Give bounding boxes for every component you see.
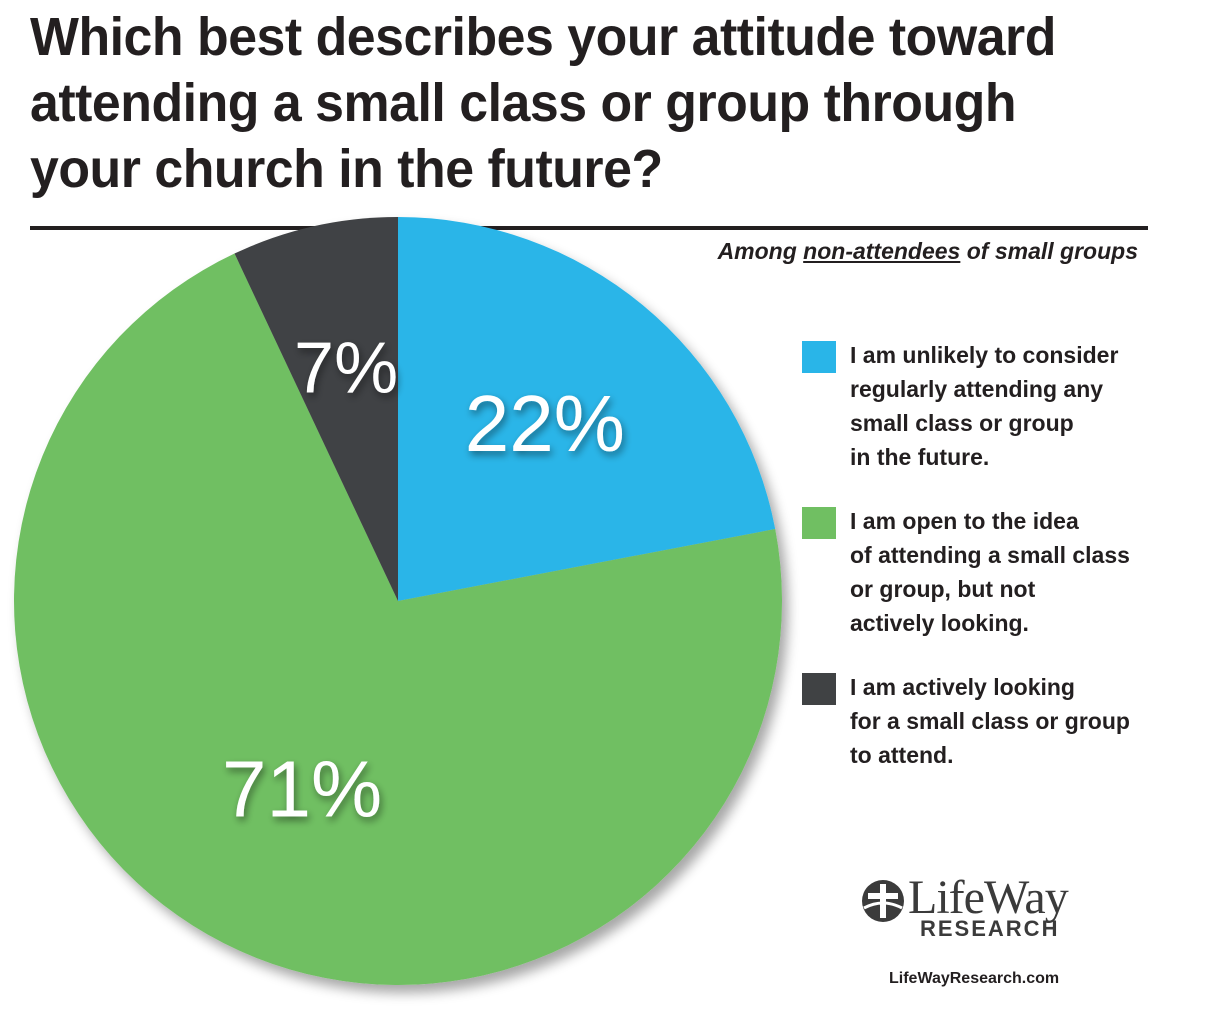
pie-label-unlikely: 22% bbox=[465, 379, 625, 468]
lifeway-globe-cross-icon bbox=[862, 880, 904, 922]
legend-label-open: I am open to the idea of attending a sma… bbox=[850, 508, 1130, 636]
legend-item-unlikely: I am unlikely to consider regularly atte… bbox=[802, 338, 1202, 474]
legend-item-looking: I am actively looking for a small class … bbox=[802, 670, 1202, 772]
legend-label-looking: I am actively looking for a small class … bbox=[850, 674, 1130, 768]
lifeway-research-logo: LifeWay RESEARCH bbox=[860, 871, 1080, 942]
legend-swatch-unlikely bbox=[802, 341, 836, 373]
chart-subtitle: Among non-attendees of small groups bbox=[718, 238, 1138, 265]
pie-slice-looking bbox=[234, 217, 398, 601]
logo-wordmark: LifeWay bbox=[908, 871, 1069, 924]
pie-slice-unlikely bbox=[398, 217, 776, 601]
legend-swatch-open bbox=[802, 507, 836, 539]
chart-title: Which best describes your attitude towar… bbox=[30, 7, 1056, 199]
legend: I am unlikely to consider regularly atte… bbox=[802, 338, 1202, 802]
subtitle-suffix: of small groups bbox=[960, 238, 1138, 264]
website-link[interactable]: LifeWayResearch.com bbox=[889, 970, 1060, 987]
pie-label-looking: 7% bbox=[294, 329, 398, 409]
legend-swatch-looking bbox=[802, 673, 836, 705]
subtitle-underlined: non-attendees bbox=[803, 238, 961, 264]
pie-chart: 22% 71% 7% bbox=[14, 217, 782, 986]
title-divider bbox=[30, 226, 1148, 230]
legend-label-unlikely: I am unlikely to consider regularly atte… bbox=[850, 342, 1119, 470]
legend-item-open: I am open to the idea of attending a sma… bbox=[802, 504, 1202, 640]
subtitle-prefix: Among bbox=[717, 238, 804, 264]
pie-label-open: 71% bbox=[222, 745, 382, 834]
pie-slice-open bbox=[14, 253, 782, 986]
logo-subtitle: RESEARCH bbox=[920, 916, 1060, 941]
